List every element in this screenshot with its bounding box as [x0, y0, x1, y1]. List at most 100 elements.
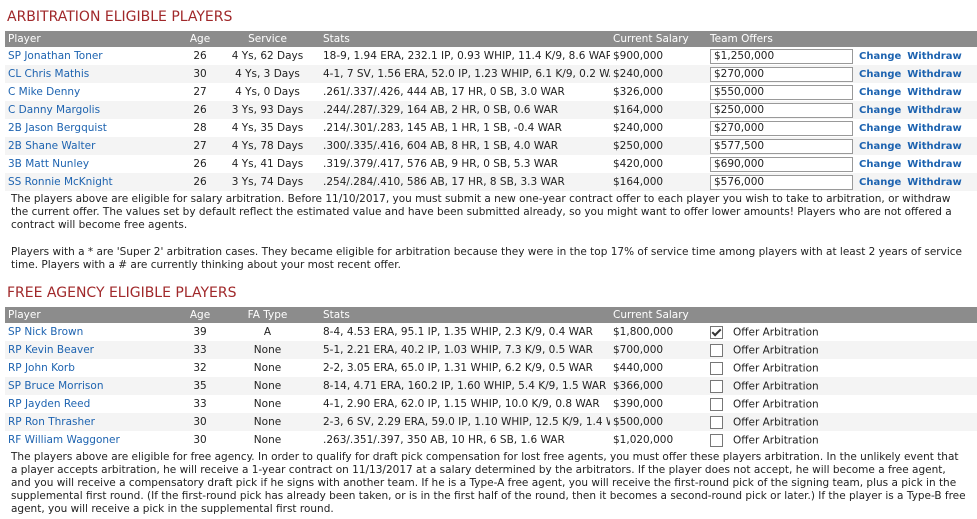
checkbox-label: Offer Arbitration	[733, 434, 819, 446]
player-name[interactable]: SS Ronnie McKnight	[5, 173, 185, 191]
offer-cell: $1,250,000 Change Withdraw	[707, 47, 977, 65]
checkbox-label: Offer Arbitration	[733, 380, 819, 392]
row: RP Jayden Reed 33 None 4-1, 2.90 ERA, 62.0 …	[5, 395, 977, 413]
note: The players above are eligible for free …	[11, 451, 966, 515]
cell: $240,000	[613, 122, 664, 134]
cell: 4-1, 2.90 ERA, 62.0 IP, 1.15 WHIP, 10.0 …	[323, 398, 600, 410]
change-button[interactable]: Change	[859, 141, 902, 152]
header-row: Player Age Service Stats Current Salary Team …	[5, 31, 977, 47]
player-name[interactable]: RP John Korb	[8, 362, 75, 374]
offer-input[interactable]: $1,250,000	[710, 48, 853, 64]
column-header: Age	[185, 31, 215, 47]
withdraw-button[interactable]: Withdraw	[907, 69, 962, 80]
player-name[interactable]: 2B Jason Bergquist	[8, 122, 107, 134]
player-name[interactable]: 3B Matt Nunley	[8, 158, 90, 170]
arbitration-cell: Offer Arbitration	[707, 341, 977, 359]
cell: 27	[193, 86, 207, 98]
row: SP Nick Brown 39 A 8-4, 4.53 ERA, 95.1 IP, …	[5, 323, 977, 341]
player-name[interactable]: SP Bruce Morrison	[5, 377, 185, 395]
arbitration-cell: Offer Arbitration	[707, 359, 977, 377]
player-name[interactable]: RP Jayden Reed	[8, 398, 91, 410]
player-name[interactable]: C Mike Denny	[8, 86, 81, 98]
checkbox[interactable]	[710, 379, 723, 393]
column-header: Team Offers	[707, 31, 977, 47]
checkbox[interactable]	[710, 433, 723, 447]
cell: 4-1, 7 SV, 1.56 ERA, 52.0 IP, 1.23 WHIP,…	[320, 65, 610, 83]
cell: 4 Ys, 0 Days	[235, 86, 300, 98]
cell: $240,000	[610, 65, 707, 83]
cell: None	[215, 341, 320, 359]
cell: None	[253, 362, 282, 374]
change-button[interactable]: Change	[859, 69, 902, 80]
player-name[interactable]: C Danny Margolis	[5, 101, 185, 119]
withdraw-button[interactable]: Withdraw	[907, 87, 962, 98]
cell: None	[253, 398, 282, 410]
cell: 3 Ys, 93 Days	[215, 101, 320, 119]
cell: 30	[185, 65, 215, 83]
row: SS Ronnie McKnight 26 3 Ys, 74 Days .254/.2…	[5, 173, 977, 191]
cell: 5-1, 2.21 ERA, 40.2 IP, 1.03 WHIP, 7.3 K…	[320, 341, 610, 359]
column-header: Stats	[320, 307, 610, 323]
withdraw-button[interactable]: Withdraw	[907, 51, 962, 62]
row: CL Chris Mathis 30 4 Ys, 3 Days 4-1, 7 SV, …	[5, 65, 977, 83]
offer-input[interactable]: $270,000	[710, 120, 853, 136]
player-name[interactable]: CL Chris Mathis	[5, 65, 185, 83]
withdraw-button[interactable]: Withdraw	[907, 177, 962, 188]
offer-input[interactable]: $576,000	[710, 174, 853, 190]
checkbox-label: Offer Arbitration	[733, 416, 819, 428]
column-header	[707, 307, 977, 323]
cell: A	[263, 326, 272, 338]
player-name[interactable]: SP Jonathan Toner	[8, 50, 103, 62]
cell: 30	[193, 434, 207, 446]
row: RP John Korb 32 None 2-2, 3.05 ERA, 65.0 IP…	[5, 359, 977, 377]
withdraw-button[interactable]: Withdraw	[907, 123, 962, 134]
offer-input[interactable]: $550,000	[710, 84, 853, 100]
arbitration-cell: Offer Arbitration	[707, 377, 977, 395]
offer-input[interactable]: $270,000	[710, 66, 853, 82]
cell: .261/.337/.426, 444 AB, 17 HR, 0 SB, 3.0…	[323, 86, 565, 98]
change-button[interactable]: Change	[859, 159, 902, 170]
offer-cell: $550,000 Change Withdraw	[707, 83, 977, 101]
change-button[interactable]: Change	[859, 105, 902, 116]
withdraw-button[interactable]: Withdraw	[907, 105, 962, 116]
section-title: ARBITRATION ELIGIBLE PLAYERS	[7, 9, 233, 25]
player-name[interactable]: SP Nick Brown	[8, 326, 84, 338]
checkbox[interactable]	[710, 361, 723, 375]
checkbox[interactable]	[710, 325, 723, 339]
cell: 2-2, 3.05 ERA, 65.0 IP, 1.31 WHIP, 6.2 K…	[323, 362, 593, 374]
checkbox-label: Offer Arbitration	[733, 398, 819, 410]
cell: None	[253, 434, 282, 446]
cell: 39	[193, 326, 207, 338]
offer-cell: $577,500 Change Withdraw	[707, 137, 977, 155]
arbitration-cell: Offer Arbitration	[707, 431, 977, 449]
withdraw-button[interactable]: Withdraw	[907, 159, 962, 170]
player-name[interactable]: RP Kevin Beaver	[5, 341, 185, 359]
cell: $326,000	[613, 86, 664, 98]
cell: $164,000	[610, 173, 707, 191]
checkbox[interactable]	[710, 415, 723, 429]
offer-input[interactable]: $577,500	[710, 138, 853, 154]
player-name[interactable]: 2B Shane Walter	[5, 137, 185, 155]
cell: 8-14, 4.71 ERA, 160.2 IP, 1.60 WHIP, 5.4…	[320, 377, 610, 395]
change-button[interactable]: Change	[859, 87, 902, 98]
change-button[interactable]: Change	[859, 177, 902, 188]
cell: 2-3, 6 SV, 2.29 ERA, 59.0 IP, 1.10 WHIP,…	[320, 413, 610, 431]
checkbox-label: Offer Arbitration	[733, 326, 819, 338]
withdraw-button[interactable]: Withdraw	[907, 141, 962, 152]
change-button[interactable]: Change	[859, 51, 902, 62]
row: RP Kevin Beaver 33 None 5-1, 2.21 ERA, 40.2…	[5, 341, 977, 359]
change-button[interactable]: Change	[859, 123, 902, 134]
cell: $420,000	[613, 158, 664, 170]
cell: $500,000	[610, 413, 707, 431]
offer-input[interactable]: $250,000	[710, 102, 853, 118]
checkbox-label: Offer Arbitration	[733, 362, 819, 374]
note: The players above are eligible for salar…	[11, 193, 952, 231]
checkbox[interactable]	[710, 343, 723, 357]
cell: .319/.379/.417, 576 AB, 9 HR, 0 SB, 5.3 …	[323, 158, 559, 170]
checkbox[interactable]	[710, 397, 723, 411]
cell: .244/.287/.329, 164 AB, 2 HR, 0 SB, 0.6 …	[320, 101, 610, 119]
offer-input[interactable]: $690,000	[710, 156, 853, 172]
player-name[interactable]: RF William Waggoner	[8, 434, 120, 446]
player-name[interactable]: RP Ron Thrasher	[5, 413, 185, 431]
